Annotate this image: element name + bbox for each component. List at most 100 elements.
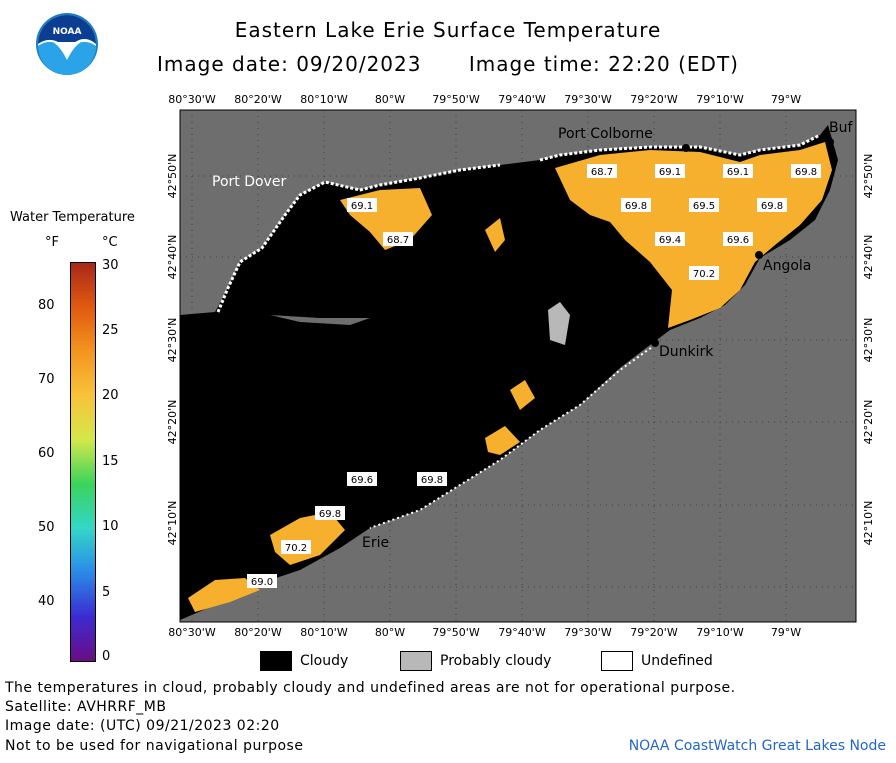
map-subtitle: Image date: 09/20/2023 Image time: 22:20… <box>0 52 896 76</box>
lat-label: 42°50'N <box>166 154 179 199</box>
footer-satellite: Satellite: AVHRRF_MB <box>5 699 167 715</box>
c-tick: 20 <box>102 388 119 403</box>
footer-utc: Image date: (UTC) 09/21/2023 02:20 <box>5 718 280 734</box>
city-marker <box>755 251 763 259</box>
lon-label: 80°20'W <box>234 93 282 106</box>
lon-label: 79°20'W <box>630 93 678 106</box>
temp-value: 69.0 <box>251 577 273 588</box>
key-cloudy: Cloudy <box>260 651 348 671</box>
lon-label: 79°40'W <box>498 93 546 106</box>
city-port-colborne: Port Colborne <box>558 126 653 142</box>
water-area-island <box>548 302 570 345</box>
temp-value: 69.8 <box>319 509 341 520</box>
lat-label: 42°40'N <box>166 235 179 280</box>
key-cloudy-label: Cloudy <box>300 653 349 669</box>
top-longitude-labels: 80°30'W 80°20'W 80°10'W 80°W 79°50'W 79°… <box>168 93 801 106</box>
city-buffalo: Buf <box>829 120 853 136</box>
lon-label: 79°10'W <box>696 626 744 639</box>
lon-label: 79°50'W <box>432 626 480 639</box>
lon-label: 80°W <box>375 626 405 639</box>
c-tick: 10 <box>102 519 119 534</box>
temp-value: 69.4 <box>659 235 681 246</box>
water-area-center <box>485 218 505 252</box>
city-angola: Angola <box>763 258 811 274</box>
lon-label: 79°10'W <box>696 93 744 106</box>
c-tick: 30 <box>102 258 119 273</box>
lon-label: 80°20'W <box>234 626 282 639</box>
water-area-southwest <box>188 578 260 612</box>
unit-fahrenheit: °F <box>45 235 59 250</box>
map-title: Eastern Lake Erie Surface Temperature <box>234 18 662 42</box>
image-time: Image time: 22:20 (EDT) <box>468 52 739 76</box>
city-dunkirk: Dunkirk <box>659 344 714 360</box>
lat-label: 42°30'N <box>862 318 875 363</box>
temp-value: 69.8 <box>761 201 783 212</box>
city-marker <box>651 339 659 347</box>
cloudy-swatch-icon <box>260 651 292 671</box>
temp-value: 69.5 <box>693 201 715 212</box>
temp-value: 69.1 <box>659 167 681 178</box>
city-marker <box>682 144 690 152</box>
legend-title: Water Temperature <box>10 210 135 225</box>
lon-label: 79°30'W <box>564 93 612 106</box>
temp-value: 69.6 <box>727 235 749 246</box>
right-latitude-labels: 42°50'N 42°40'N 42°30'N 42°20'N 42°10'N <box>862 154 875 546</box>
lon-label: 79°50'W <box>432 93 480 106</box>
f-tick: 80 <box>38 298 55 313</box>
left-latitude-labels: 42°50'N 42°40'N 42°30'N 42°20'N 42°10'N <box>166 154 179 546</box>
temp-value: 69.1 <box>351 201 373 212</box>
cities: Port Colborne Port Dover Buf Angola Dunk… <box>212 120 853 551</box>
temp-value: 70.2 <box>693 269 715 280</box>
lon-label: 80°10'W <box>300 626 348 639</box>
c-tick: 25 <box>102 323 119 338</box>
c-tick: 5 <box>102 585 111 600</box>
lon-label: 79°W <box>771 626 801 639</box>
lat-label: 42°10'N <box>862 501 875 546</box>
map-frame <box>179 109 857 623</box>
lon-label: 79°W <box>771 93 801 106</box>
key-undefined: Undefined <box>601 651 713 671</box>
temp-value: 69.8 <box>625 201 647 212</box>
probably-cloudy-swatch-icon <box>400 651 432 671</box>
logo-text: NOAA <box>53 27 82 37</box>
noaa-logo-icon: NOAA <box>36 13 98 75</box>
lon-label: 80°30'W <box>168 93 216 106</box>
lon-label: 79°30'W <box>564 626 612 639</box>
temp-value: 69.8 <box>421 475 443 486</box>
temp-value: 70.2 <box>285 543 307 554</box>
lon-label: 79°20'W <box>630 626 678 639</box>
undefined-swatch-icon <box>601 651 633 671</box>
lat-label: 42°50'N <box>862 154 875 199</box>
water-area-south2 <box>510 380 535 410</box>
bottom-longitude-labels: 80°30'W 80°20'W 80°10'W 80°W 79°50'W 79°… <box>168 626 801 639</box>
water-area-northeast <box>555 142 832 328</box>
city-port-dover: Port Dover <box>212 174 286 190</box>
f-tick: 50 <box>38 520 55 535</box>
water-area-south1 <box>485 426 520 455</box>
lat-label: 42°10'N <box>166 501 179 546</box>
lon-label: 79°40'W <box>498 626 546 639</box>
c-tick: 15 <box>102 454 119 469</box>
temp-value: 68.7 <box>387 235 409 246</box>
temp-value: 69.6 <box>351 475 373 486</box>
temp-value: 69.1 <box>727 167 749 178</box>
lon-label: 80°W <box>375 93 405 106</box>
footer-nav: Not to be used for navigational purpose <box>5 738 304 754</box>
lon-label: 80°10'W <box>300 93 348 106</box>
lat-label: 42°40'N <box>862 235 875 280</box>
key-undefined-label: Undefined <box>641 653 713 669</box>
temp-value: 69.8 <box>795 167 817 178</box>
c-tick: 0 <box>102 649 111 664</box>
temp-value: 68.7 <box>591 167 613 178</box>
long-point <box>270 315 370 325</box>
footer-node: NOAA CoastWatch Great Lakes Node <box>628 738 886 754</box>
f-tick: 70 <box>38 372 55 387</box>
undefined-shore <box>369 344 656 529</box>
key-probably-cloudy: Probably cloudy <box>400 651 551 671</box>
image-date: Image date: 09/20/2023 <box>157 52 422 76</box>
f-tick: 40 <box>38 594 55 609</box>
f-tick: 60 <box>38 446 55 461</box>
key-probably-cloudy-label: Probably cloudy <box>440 653 552 669</box>
undefined-edge <box>216 133 821 313</box>
